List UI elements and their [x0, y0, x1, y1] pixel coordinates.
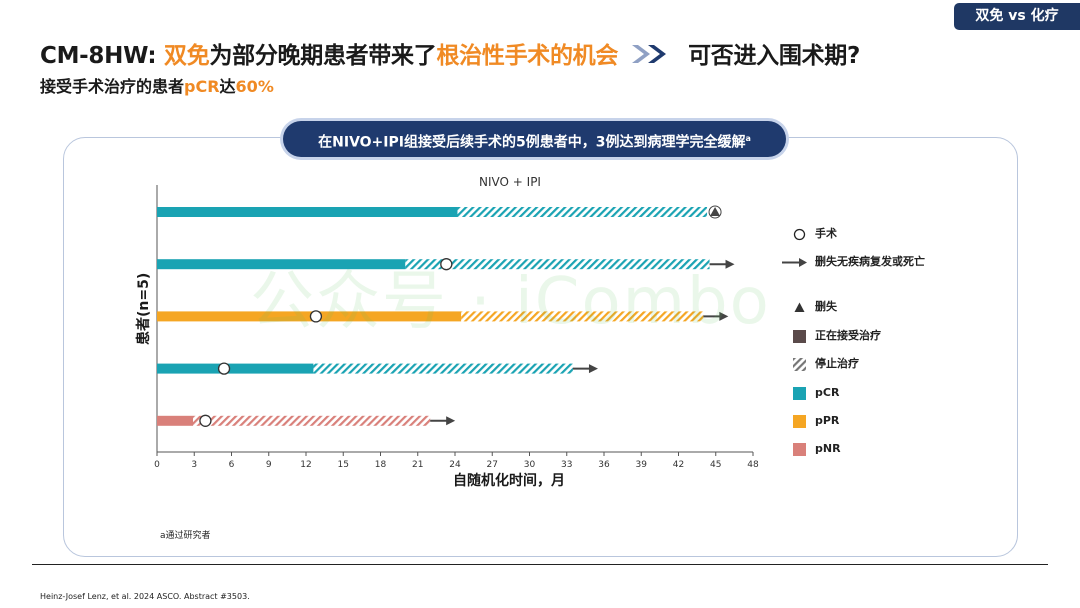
- subtitle-prefix: 接受手术治疗的患者: [40, 77, 185, 96]
- banner-sup: a: [745, 134, 751, 143]
- double-chevron-icon: [630, 43, 674, 71]
- x-tick-label: 48: [747, 460, 759, 470]
- surgery-marker: [217, 362, 231, 375]
- arrow-right-icon: [588, 364, 598, 374]
- title-middle: 为部分晚期患者带来了: [209, 43, 437, 69]
- treatment-bar: [157, 363, 314, 374]
- subtitle-value: 60%: [235, 77, 274, 96]
- off-treatment-bar: [461, 311, 704, 322]
- page-title: CM-8HW: 双免为部分晚期患者带来了根治性手术的机会 可否进入围术期?: [40, 36, 860, 71]
- x-tick-label: 36: [598, 460, 610, 470]
- off-treatment-bar: [405, 259, 710, 270]
- y-axis-label: 患者(n=5): [135, 273, 152, 345]
- citation: Heinz-Josef Lenz, et al. 2024 ASCO. Abst…: [40, 592, 250, 601]
- arrow-right-icon: [719, 311, 729, 321]
- x-tick-label: 0: [154, 460, 160, 470]
- x-tick-label: 9: [266, 460, 272, 470]
- x-tick-label: 6: [229, 460, 235, 470]
- open-circle-icon: [793, 228, 806, 241]
- x-tick-label: 12: [300, 460, 311, 470]
- watermark: 公众号 · iCombo: [250, 265, 771, 339]
- x-axis-label: 自随机化时间，月: [453, 472, 565, 489]
- title-question: 可否进入围术期?: [688, 43, 861, 69]
- x-tick-label: 24: [449, 460, 461, 470]
- surgery-marker: [440, 258, 453, 271]
- hatched-square-icon: [793, 358, 806, 371]
- off-treatment-bar: [193, 415, 431, 426]
- treatment-bar: [157, 259, 406, 270]
- info-banner: 在NIVO+IPI组接受后续手术的5例患者中，3例达到病理学完全缓解a: [283, 121, 786, 157]
- pnr-swatch-icon: [793, 443, 806, 456]
- pcr-swatch-icon: [793, 387, 806, 400]
- title-highlight-1: 双免: [164, 43, 210, 69]
- footnote: a通过研究者: [160, 531, 211, 541]
- triangle-icon: [794, 302, 805, 312]
- banner-text: 在NIVO+IPI组接受后续手术的5例患者中，3例达到病理学完全缓解: [318, 134, 746, 151]
- x-tick-label: 39: [636, 460, 648, 470]
- triangle-icon: [710, 207, 721, 216]
- subtitle-middle: 达: [219, 77, 236, 96]
- solid-square-icon: [793, 330, 806, 343]
- x-tick-label: 3: [191, 460, 197, 470]
- x-tick-label: 21: [412, 460, 423, 470]
- title-prefix: CM-8HW:: [40, 43, 165, 69]
- treatment-bar: [157, 311, 462, 322]
- treatment-bar: [157, 207, 458, 217]
- x-tick-label: 18: [375, 460, 387, 470]
- x-tick-label: 45: [710, 460, 721, 470]
- treatment-bar: [157, 415, 194, 426]
- arrow-right-icon: [446, 416, 456, 426]
- x-tick-label: 30: [524, 460, 536, 470]
- x-tick-label: 15: [338, 460, 349, 470]
- off-treatment-bar: [457, 207, 708, 217]
- x-tick-label: 27: [487, 460, 498, 470]
- title-highlight-2: 根治性手术的机会: [436, 43, 619, 69]
- chart-title: NIVO + IPI: [479, 175, 541, 189]
- arrow-right-icon: [725, 259, 735, 269]
- surgery-marker: [199, 414, 212, 427]
- x-tick-label: 42: [673, 460, 684, 470]
- ppr-swatch-icon: [793, 415, 806, 428]
- subtitle-highlight: pCR: [184, 77, 220, 96]
- section-tag: 双免 vs 化疗: [954, 3, 1080, 30]
- surgery-marker: [309, 310, 323, 323]
- x-tick-label: 33: [561, 460, 572, 470]
- divider: [32, 564, 1048, 565]
- page-subtitle: 接受手术治疗的患者pCR达60%: [40, 73, 274, 97]
- arrow-right-icon: [782, 258, 807, 267]
- off-treatment-bar: [313, 363, 573, 374]
